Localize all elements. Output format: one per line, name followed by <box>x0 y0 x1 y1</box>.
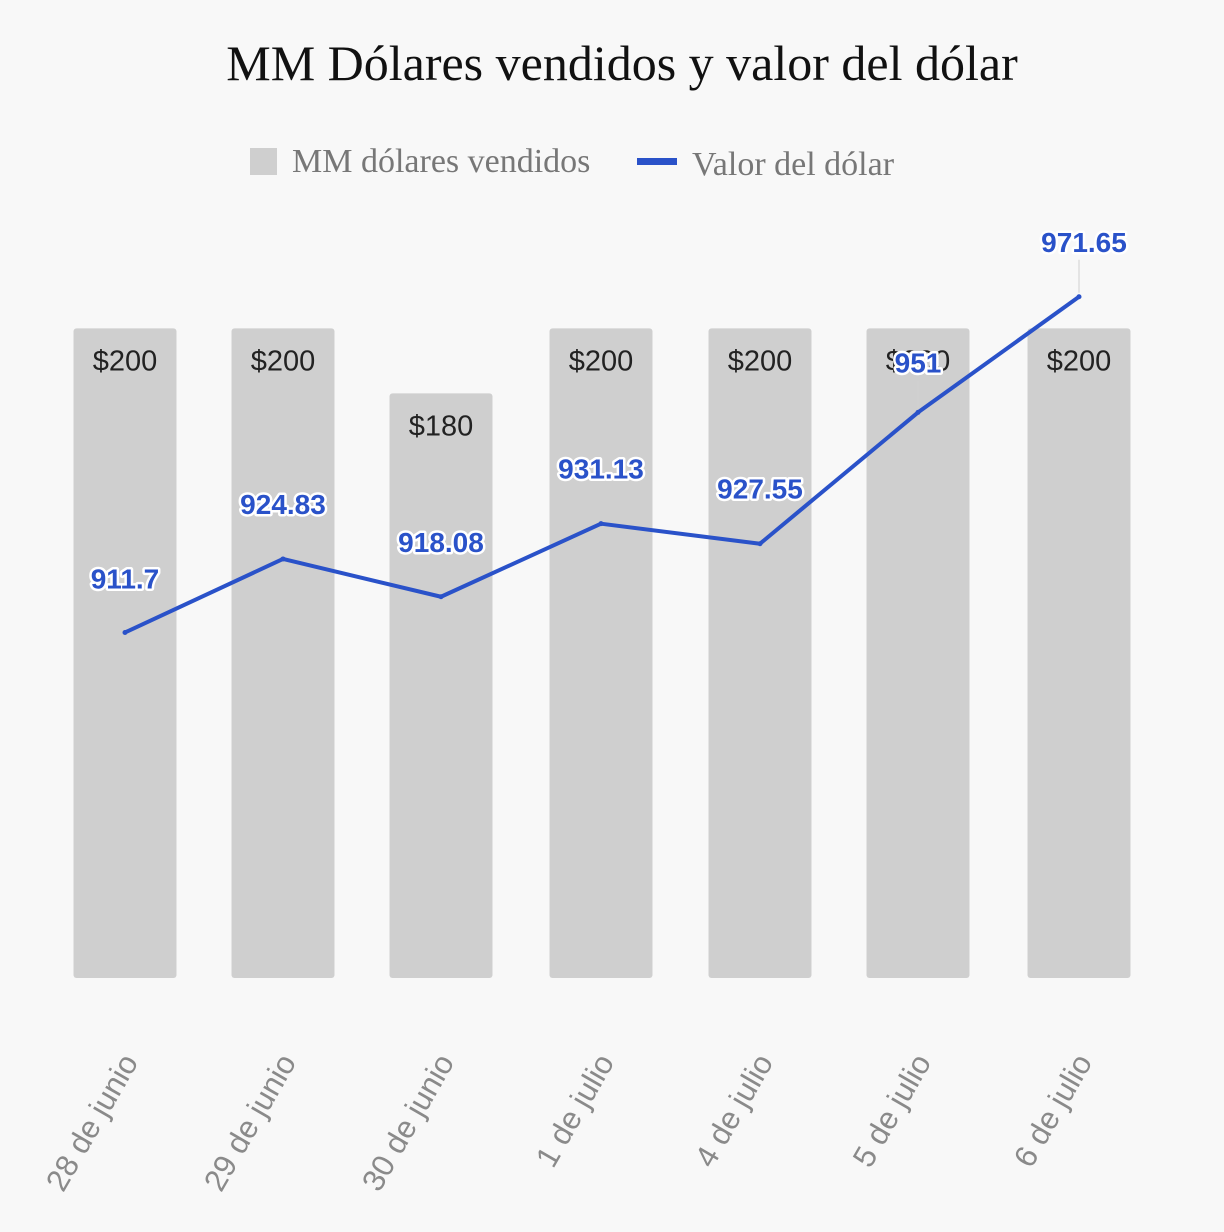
line-value-label: 927.55 <box>717 474 803 505</box>
legend-label-line: Valor del dólar <box>692 146 895 183</box>
x-tick-label: 30 de junio <box>355 1048 461 1197</box>
bar-value-label: $200 <box>251 345 316 377</box>
line-point <box>598 521 604 527</box>
bar <box>708 328 812 978</box>
line-value-label: 931.13 <box>558 454 644 485</box>
x-tick-label: 4 de julio <box>688 1048 780 1173</box>
line-point <box>915 409 921 415</box>
bar-value-label: $200 <box>569 345 634 377</box>
legend: MM dólares vendidos Valor del dólar <box>250 143 895 183</box>
bar <box>1027 328 1131 978</box>
legend-swatch-line <box>637 158 677 165</box>
bar-value-label: $180 <box>409 410 474 442</box>
bar <box>549 328 653 978</box>
line-value-label: 918.08 <box>398 527 484 558</box>
bar-value-label: $200 <box>1047 345 1112 377</box>
line-series <box>122 294 1082 635</box>
x-tick-label: 28 de junio <box>39 1048 145 1197</box>
x-axis-tick-labels: 28 de junio 29 de junio 30 de junio 1 de ju… <box>39 1048 1099 1197</box>
bar-value-label: $200 <box>886 345 951 377</box>
x-tick-label: 5 de julio <box>846 1048 938 1173</box>
bar-value-label: $200 <box>728 345 793 377</box>
x-tick-label: 29 de junio <box>197 1048 303 1197</box>
line-point <box>1076 294 1082 300</box>
line-point <box>280 556 286 562</box>
bar <box>73 328 177 978</box>
legend-swatch-bars <box>250 148 277 175</box>
line-value-label: 971.65 <box>1041 227 1127 258</box>
line-point <box>438 594 444 600</box>
bar-value-label: $200 <box>93 345 158 377</box>
chart-title: MM Dólares vendidos y valor del dólar <box>226 35 1018 91</box>
line-value-labels: 911.7 924.83 918.08 931.13 927.55 951 971.65 <box>88 224 1129 597</box>
bar-series <box>73 328 1131 978</box>
line-value-label: 924.83 <box>240 489 326 520</box>
line-point <box>757 541 763 547</box>
bar-value-labels: $200 $200 $180 $200 $200 $200 $200 <box>93 345 1112 442</box>
line-value-label: 951 <box>895 347 942 378</box>
line-point <box>122 629 128 635</box>
line-value-label: 911.7 <box>91 563 160 594</box>
bar <box>231 328 335 978</box>
x-tick-label: 6 de julio <box>1007 1048 1099 1173</box>
legend-label-bars: MM dólares vendidos <box>292 143 590 180</box>
bar <box>866 328 970 978</box>
x-tick-label: 1 de julio <box>529 1048 621 1173</box>
bar <box>389 393 493 978</box>
